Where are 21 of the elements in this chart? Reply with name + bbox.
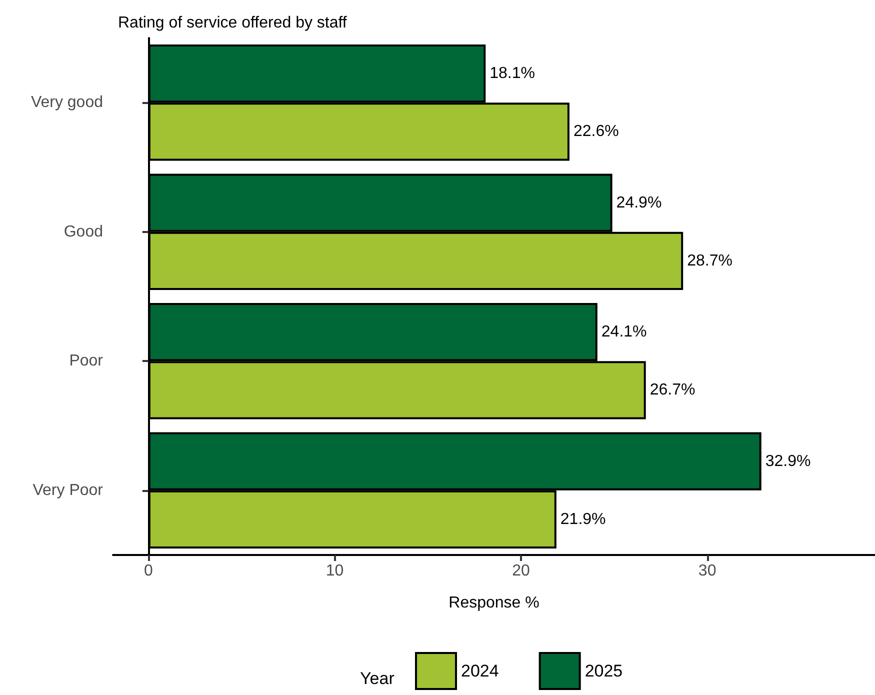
legend-label: 2025 <box>584 662 623 680</box>
legend-title: Year <box>360 669 395 688</box>
chart-title: Rating of service offered by staff <box>118 14 348 32</box>
y-tick-label: Poor <box>69 352 104 370</box>
x-tick-label: 10 <box>326 562 344 580</box>
y-tick-label: Very Poor <box>32 482 104 499</box>
data-label: 22.6% <box>573 123 619 140</box>
data-label: 18.1% <box>490 65 535 82</box>
y-tick-label: Good <box>64 223 103 240</box>
y-tick-label: Very good <box>30 94 103 112</box>
x-tick-label: 20 <box>512 562 530 580</box>
data-label: 32.9% <box>765 452 811 470</box>
data-label: 21.9% <box>560 510 606 528</box>
data-label: 28.7% <box>687 252 732 270</box>
data-label: 24.9% <box>616 194 662 212</box>
legend-label: 2024 <box>461 662 499 680</box>
x-tick-label: 0 <box>144 562 153 580</box>
data-label: 26.7% <box>650 382 696 399</box>
x-axis-title: Response % <box>448 594 540 612</box>
x-tick-label: 30 <box>698 562 716 580</box>
data-label: 24.1% <box>601 324 647 341</box>
